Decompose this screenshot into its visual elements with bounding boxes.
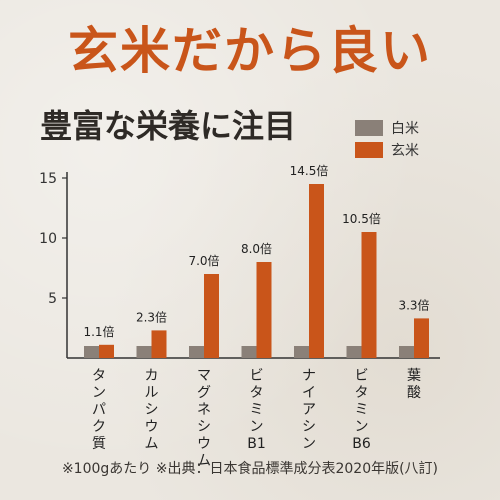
y-tick-label: 10 [39, 231, 57, 247]
category-label: ル [145, 385, 159, 401]
category-label: イ [302, 385, 316, 401]
category-label: ン [302, 436, 316, 452]
category-label: ナ [302, 368, 316, 384]
category-label: B6 [352, 436, 371, 452]
data-label: 8.0倍 [241, 241, 272, 256]
bar-white-rice [399, 346, 414, 358]
category-label: タ [250, 385, 264, 401]
bar-brown-rice [151, 330, 167, 358]
category-label: ク [92, 419, 106, 435]
data-label: 1.1倍 [83, 324, 114, 339]
category-label: タ [355, 385, 369, 401]
category-label: ミ [250, 402, 264, 418]
category-label: グ [197, 385, 211, 401]
category-label: ネ [197, 402, 211, 418]
category-label: ン [92, 385, 106, 401]
category-label: ン [355, 419, 369, 435]
y-tick-label: 15 [39, 171, 57, 187]
legend-item-white-rice: 白米 [355, 117, 419, 139]
category-label: シ [197, 419, 211, 435]
bar-brown-rice [361, 232, 377, 358]
bar-white-rice [84, 346, 99, 358]
category-label: ビ [250, 368, 264, 384]
category-label: マ [197, 368, 211, 384]
page-subtitle: 豊富な栄養に注目 [40, 107, 297, 145]
category-label: 質 [92, 436, 106, 452]
category-label: ア [302, 402, 316, 418]
category-label: シ [302, 419, 316, 435]
chart-legend: 白米 玄米 [355, 117, 419, 161]
legend-swatch-brown-rice [355, 142, 383, 158]
category-label: パ [92, 402, 106, 418]
category-label: ム [145, 436, 159, 452]
category-label: ウ [197, 436, 211, 452]
legend-item-brown-rice: 玄米 [355, 139, 419, 161]
data-label: 2.3倍 [136, 309, 167, 324]
bar-brown-rice [99, 344, 114, 358]
category-label: B1 [247, 436, 266, 452]
category-label: ム [197, 453, 211, 469]
bar-brown-rice [309, 184, 324, 358]
category-label: 葉 [407, 368, 421, 384]
data-label: 7.0倍 [188, 253, 219, 268]
category-label: タ [92, 368, 106, 384]
footnote: ※100gあたり ※出典：日本食品標準成分表2020年版(八訂) [61, 461, 439, 477]
legend-label-brown-rice: 玄米 [391, 143, 419, 159]
category-label: シ [145, 402, 159, 418]
bar-brown-rice [414, 318, 429, 358]
page-title: 玄米だから良い [68, 22, 432, 80]
y-tick-label: 5 [48, 291, 57, 307]
category-label: 酸 [407, 385, 421, 401]
category-label: ウ [145, 419, 159, 435]
category-label: ン [250, 419, 264, 435]
category-label: ミ [355, 402, 369, 418]
data-label: 14.5倍 [290, 163, 329, 178]
legend-label-white-rice: 白米 [391, 121, 419, 137]
bar-white-rice [136, 346, 152, 358]
bar-brown-rice [204, 274, 219, 358]
category-label: ビ [355, 368, 369, 384]
data-label: 10.5倍 [342, 211, 381, 226]
bar-white-rice [294, 346, 309, 358]
bar-white-rice [346, 346, 362, 358]
data-label: 3.3倍 [398, 297, 429, 312]
bar-white-rice [241, 346, 257, 358]
legend-swatch-white-rice [355, 120, 383, 136]
category-label: カ [145, 368, 159, 384]
bar-brown-rice [256, 262, 272, 358]
bar-white-rice [189, 346, 204, 358]
